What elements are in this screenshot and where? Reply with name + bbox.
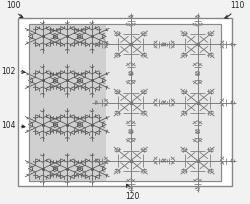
Text: 104: 104: [1, 121, 25, 130]
Bar: [29, 25, 106, 181]
Bar: [29, 25, 221, 181]
Bar: [106, 25, 221, 181]
Bar: [29, 25, 221, 181]
Text: 102: 102: [1, 67, 25, 75]
Text: 110: 110: [225, 1, 244, 19]
Bar: [18, 19, 233, 186]
Text: 120: 120: [125, 184, 140, 200]
Text: 100: 100: [6, 1, 23, 18]
